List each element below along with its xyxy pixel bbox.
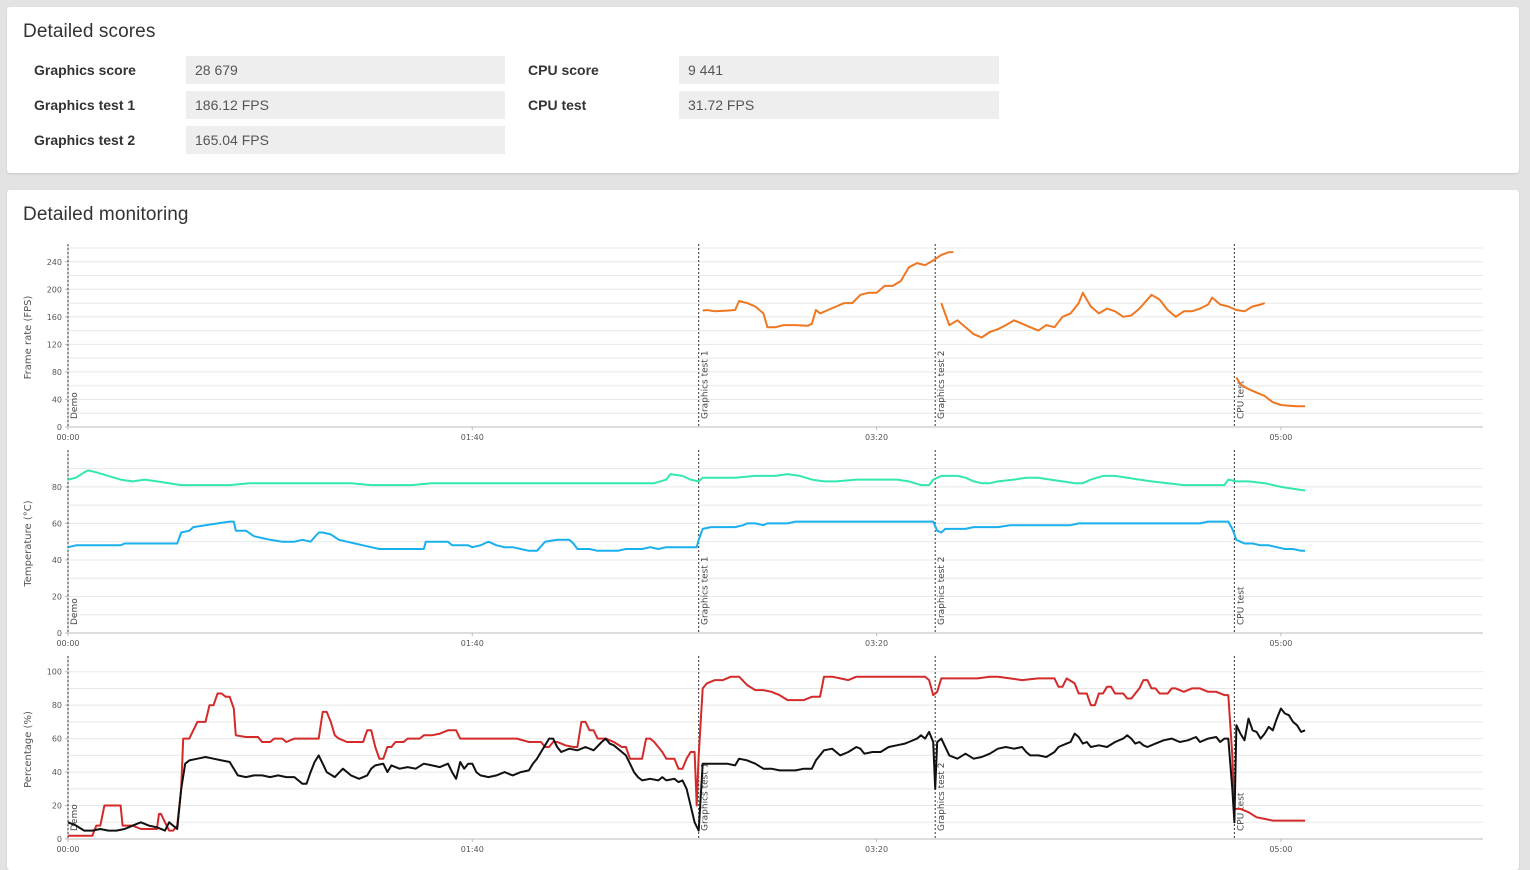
x-tick-label: 05:00 — [1269, 639, 1292, 648]
x-tick-label: 03:20 — [865, 845, 888, 854]
y-tick-label: 20 — [52, 802, 62, 811]
cpu-test-label: CPU test — [528, 97, 587, 113]
graphics-score-label: Graphics score — [34, 62, 136, 78]
series-line-temp_high — [67, 469, 1306, 492]
detailed-monitoring-panel: Detailed monitoring 0 40 80 120 160 200 240 00:… — [7, 190, 1519, 870]
y-tick-label: 0 — [57, 835, 62, 844]
detailed-scores-panel: Detailed scores Graphics score 28 679 Gr… — [7, 7, 1519, 173]
y-tick-label: 40 — [52, 395, 62, 404]
y-tick-label: 80 — [52, 701, 62, 710]
scores-title: Detailed scores — [23, 21, 156, 42]
x-tick-label: 00:00 — [56, 433, 79, 442]
test-marker-label: Demo — [70, 804, 80, 831]
percentage-chart: 0 20 40 60 80 100 00:00 01:40 03:20 05:00 Percenta… — [23, 656, 1483, 854]
x-tick-label: 01:40 — [461, 433, 484, 442]
y-tick-label: 200 — [47, 285, 62, 294]
test-marker-label: Graphics test 1 — [701, 763, 711, 831]
x-tick-label: 01:40 — [461, 639, 484, 648]
series-line-fps — [702, 251, 954, 329]
series-line-pct_red — [68, 675, 1306, 837]
x-tick-label: 00:00 — [56, 845, 79, 854]
test-marker-label: Graphics test 2 — [937, 557, 947, 625]
y-tick-label: 40 — [52, 768, 62, 777]
monitoring-title: Detailed monitoring — [23, 204, 189, 225]
x-tick-label: 05:00 — [1269, 845, 1292, 854]
graphics-test-2-label: Graphics test 2 — [34, 132, 136, 148]
x-tick-label: 00:00 — [56, 639, 79, 648]
y-tick-label: 0 — [57, 629, 62, 638]
y-axis-title: Frame rate (FPS) — [23, 296, 34, 380]
y-tick-label: 20 — [52, 592, 62, 601]
series-line-fps — [940, 291, 1266, 339]
y-tick-label: 0 — [57, 423, 62, 432]
y-tick-label: 80 — [52, 368, 62, 377]
test-marker-label: Demo — [70, 598, 80, 625]
x-tick-label: 03:20 — [865, 639, 888, 648]
y-axis-title: Temperature (°C) — [23, 500, 34, 587]
y-tick-label: 240 — [47, 258, 62, 267]
cpu-score-value: 9 441 — [679, 56, 999, 84]
x-tick-label: 01:40 — [461, 845, 484, 854]
test-marker-label: Graphics test 2 — [937, 351, 947, 419]
test-marker-label: Graphics test 2 — [937, 763, 947, 831]
test-marker-label: CPU test — [1236, 792, 1246, 831]
temperature-chart: 0 20 40 60 80 00:00 01:40 03:20 05:00 Temperature… — [23, 450, 1483, 648]
series-line-temp_low — [67, 520, 1306, 552]
graphics-test-2-value: 165.04 FPS — [186, 126, 505, 154]
graphics-score-value: 28 679 — [186, 56, 505, 84]
test-marker-label: Graphics test 1 — [701, 351, 711, 419]
y-tick-label: 120 — [47, 340, 62, 349]
graphics-test-1-value: 186.12 FPS — [186, 91, 505, 119]
y-tick-label: 60 — [52, 735, 62, 744]
test-marker-label: Demo — [70, 392, 80, 419]
fps-chart: 0 40 80 120 160 200 240 00:00 01:40 03:20 05:00 Fra… — [23, 244, 1483, 442]
y-tick-label: 40 — [52, 556, 62, 565]
y-tick-label: 160 — [47, 313, 62, 322]
test-marker-label: CPU test — [1236, 586, 1246, 625]
y-tick-label: 60 — [52, 519, 62, 528]
cpu-test-value: 31.72 FPS — [679, 91, 999, 119]
y-tick-label: 80 — [52, 483, 62, 492]
series-line-pct_black — [67, 707, 1306, 832]
graphics-test-1-label: Graphics test 1 — [34, 97, 136, 113]
series-line-fps — [1235, 376, 1306, 408]
y-tick-label: 100 — [47, 668, 62, 677]
cpu-score-label: CPU score — [528, 62, 599, 78]
test-marker-label: Graphics test 1 — [701, 557, 711, 625]
y-axis-title: Percentage (%) — [23, 711, 34, 788]
x-tick-label: 03:20 — [865, 433, 888, 442]
x-tick-label: 05:00 — [1269, 433, 1292, 442]
test-marker-label: CPU test — [1236, 380, 1246, 419]
